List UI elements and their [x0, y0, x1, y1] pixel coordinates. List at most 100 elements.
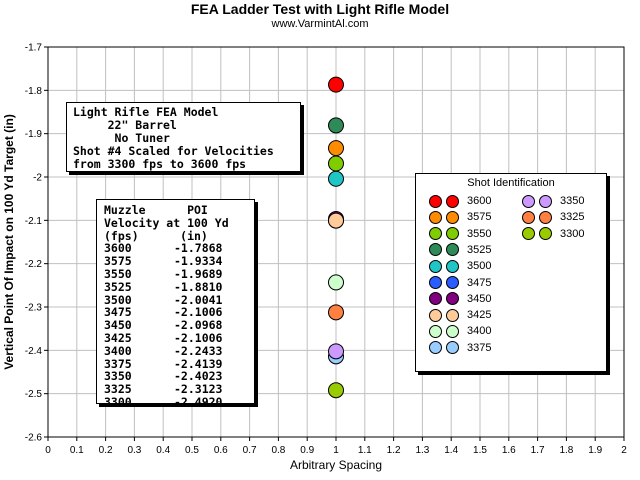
table-row: 3375 -2.4139: [104, 356, 254, 371]
table-row: 3475 -2.1006: [104, 306, 254, 319]
legend-marker: [446, 210, 459, 224]
y-tick-label: -2.6: [25, 433, 43, 444]
data-point-3500: [328, 170, 344, 187]
legend-item-3525: 3525: [429, 242, 491, 258]
x-tick-label: 0.1: [70, 445, 84, 456]
legend-label: 3425: [467, 309, 492, 322]
legend-label: 3350: [560, 195, 585, 207]
legend-item-3400: 3400: [429, 323, 491, 339]
y-tick-label: -1.9: [25, 129, 43, 140]
table-velocity: 3550: [104, 266, 132, 281]
legend-marker: [522, 194, 535, 208]
table-velocity: 3450: [104, 318, 132, 333]
table-velocity: 3325: [104, 382, 132, 397]
table-row: 3600 -1.7868: [104, 242, 254, 255]
legend-label: 3525: [467, 243, 492, 256]
y-axis-label: Vertical Point Of Impact on 100 Yd Targe…: [2, 114, 16, 370]
table-velocity: 3350: [104, 369, 132, 384]
x-tick-label: 0.3: [127, 445, 141, 456]
legend-label: 3475: [467, 276, 492, 289]
table-velocity: 3300: [104, 394, 132, 409]
legend-label: 3550: [467, 227, 492, 240]
legend-label: 3375: [467, 341, 492, 354]
table-velocity: 3600: [104, 241, 132, 256]
legend-marker: [429, 292, 442, 306]
x-tick-label: 0.4: [156, 445, 170, 456]
table-poi: -1.7868: [174, 241, 223, 256]
legend-item-3475: 3475: [429, 275, 491, 291]
legend-title: Shot Identification: [467, 177, 555, 189]
data-point-3575: [328, 140, 344, 157]
table-poi: -2.4023: [174, 369, 223, 384]
legend-marker: [429, 276, 442, 289]
y-tick-label: -1.7: [25, 43, 43, 54]
data-point-3400: [328, 274, 344, 291]
legend-marker: [539, 227, 552, 241]
table-header-line: Velocity at 100 Yd: [104, 215, 229, 230]
table-velocity: 3425: [104, 330, 132, 345]
legend-label: 3600: [467, 195, 492, 207]
table-poi: -2.0041: [174, 292, 223, 307]
y-tick-label: -2.1: [25, 216, 43, 227]
x-tick-label: 0.9: [300, 445, 314, 456]
legend-item-3600: 3600: [429, 193, 491, 209]
table-poi: -2.1006: [174, 330, 223, 345]
x-tick-label: 1.1: [358, 445, 372, 456]
legend-item-3425: 3425: [429, 307, 491, 323]
legend-item-3325: 3325: [522, 209, 584, 225]
legend-marker: [429, 308, 442, 322]
legend-marker: [446, 227, 459, 241]
legend-item-3300: 3300: [522, 226, 584, 242]
table-row: 3400 -2.2433: [104, 343, 254, 358]
legend-marker: [429, 210, 442, 224]
annotation-line: Shot #4 Scaled for Velocities: [73, 144, 274, 158]
table-row: 3325 -2.3123: [104, 383, 254, 396]
legend-marker: [429, 243, 442, 257]
table-poi: -2.0968: [174, 318, 223, 333]
legend-label: 3500: [467, 260, 492, 273]
x-tick-label: 0.5: [185, 445, 199, 456]
table-poi: -2.3123: [174, 382, 223, 397]
y-tick-label: -2.2: [25, 259, 43, 270]
table-poi: -1.8810: [174, 279, 223, 294]
x-tick-label: 1.8: [559, 445, 573, 456]
table-row: 3450 -2.0968: [104, 319, 254, 332]
legend-marker: [446, 276, 459, 289]
annotation-line: from 3300 fps to 3600 fps: [73, 157, 247, 171]
plot-frame: [47, 46, 625, 438]
table-row: 3425 -2.1006: [104, 332, 254, 345]
x-tick-label: 1.6: [502, 445, 516, 456]
table-velocity: 3400: [104, 343, 132, 358]
chart-subtitle: www.VarmintAl.com: [271, 18, 369, 30]
legend-item-3500: 3500: [429, 258, 491, 274]
x-tick-label: 0.8: [271, 445, 285, 456]
table-poi: -2.2433: [174, 343, 223, 358]
x-axis-label: Arbitrary Spacing: [290, 458, 382, 472]
legend-marker: [446, 194, 459, 208]
x-tick-label: 1.5: [473, 445, 487, 456]
legend-marker: [539, 210, 552, 224]
x-tick-label: 1.4: [444, 445, 458, 456]
table-velocity: 3375: [104, 356, 132, 371]
data-point-3350: [328, 343, 344, 360]
x-tick-label: 0.6: [214, 445, 228, 456]
table-poi: -2.1006: [174, 305, 223, 320]
data-point-3325: [328, 304, 344, 321]
table-row: 3500 -2.0041: [104, 292, 254, 307]
table-row: 3300 -2.4920: [104, 396, 254, 409]
legend-marker: [429, 194, 442, 208]
legend-label: 3575: [467, 211, 492, 224]
legend-item-3550: 3550: [429, 226, 491, 242]
table-header-line: (fps) (in): [104, 228, 208, 243]
annotation-line: 22" Barrel: [73, 118, 177, 132]
legend-marker: [446, 324, 459, 338]
legend-marker: [429, 341, 442, 355]
table-poi: -2.4920: [174, 394, 223, 409]
legend-marker: [429, 259, 442, 273]
legend-marker: [429, 227, 442, 241]
y-tick-label: -2.4: [25, 346, 43, 357]
x-tick-label: 1.3: [415, 445, 429, 456]
legend: Shot Identification 3600 3575 3550 3525 3500…: [415, 173, 607, 372]
y-tick-label: -2.5: [25, 389, 43, 400]
table-row: 3350 -2.4023: [104, 370, 254, 383]
